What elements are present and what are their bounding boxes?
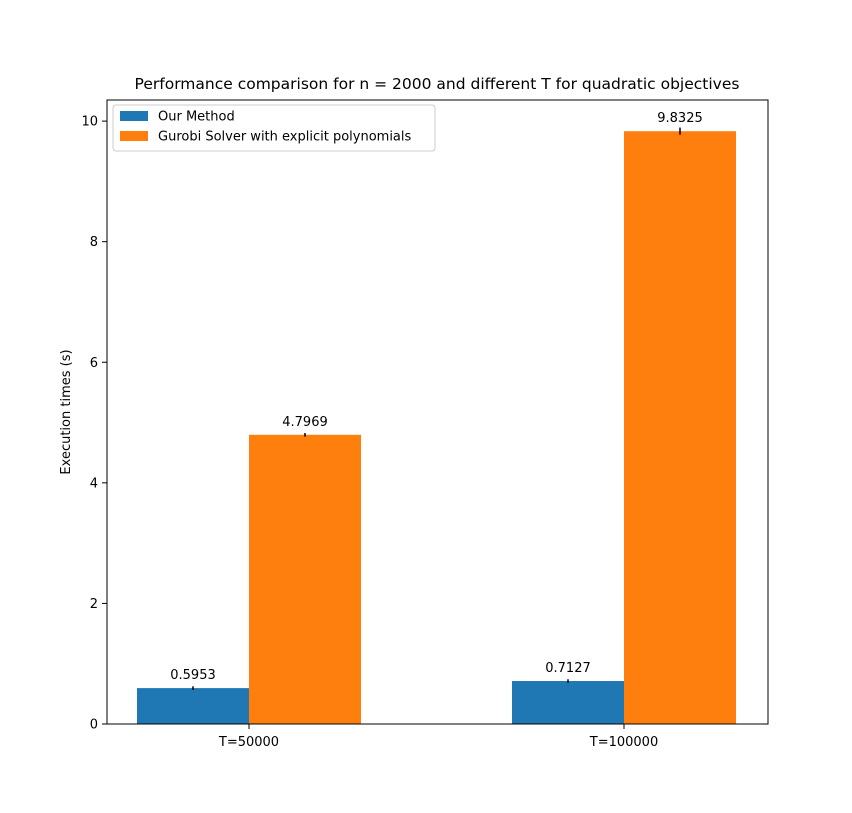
legend-box [112, 104, 436, 152]
x-tick-label-2: T=100000 [589, 735, 658, 750]
y-tick-label-2: 2 [90, 597, 98, 612]
legend-swatch-2 [120, 131, 148, 141]
y-tick-label-0: 0 [90, 718, 98, 733]
y-tick-label-6: 6 [90, 356, 98, 371]
legend-swatch-1 [120, 111, 148, 121]
bar-1-1 [137, 688, 249, 724]
x-tick-label-1: T=50000 [218, 735, 279, 750]
legend-label-2: Gurobi Solver with explicit polynomials [158, 130, 412, 145]
y-tick-label-8: 8 [90, 235, 98, 250]
legend: Our Method Gurobi Solver with explicit po… [112, 104, 436, 152]
y-axis-label: Execution times (s) [59, 349, 74, 474]
y-tick-label-10: 10 [81, 115, 98, 130]
data-label-2-1: 4.7969 [282, 415, 328, 430]
plot-area: 0.5953 0.7127 4.7969 9.8325 0 2 4 6 8 10 T=50000 T=… [81, 99, 769, 750]
bar-2-1 [249, 434, 361, 724]
y-tick-label-4: 4 [90, 476, 98, 491]
axes-frame [106, 99, 769, 725]
bar-2-2 [624, 131, 736, 724]
legend-label-1: Our Method [158, 110, 235, 125]
data-label-1-1: 0.5953 [170, 668, 216, 683]
data-label-2-2: 9.8325 [657, 111, 703, 126]
bar-1-2 [512, 681, 624, 724]
data-label-1-2: 0.7127 [545, 661, 591, 676]
chart-title: Performance comparison for n = 2000 and … [135, 75, 740, 93]
